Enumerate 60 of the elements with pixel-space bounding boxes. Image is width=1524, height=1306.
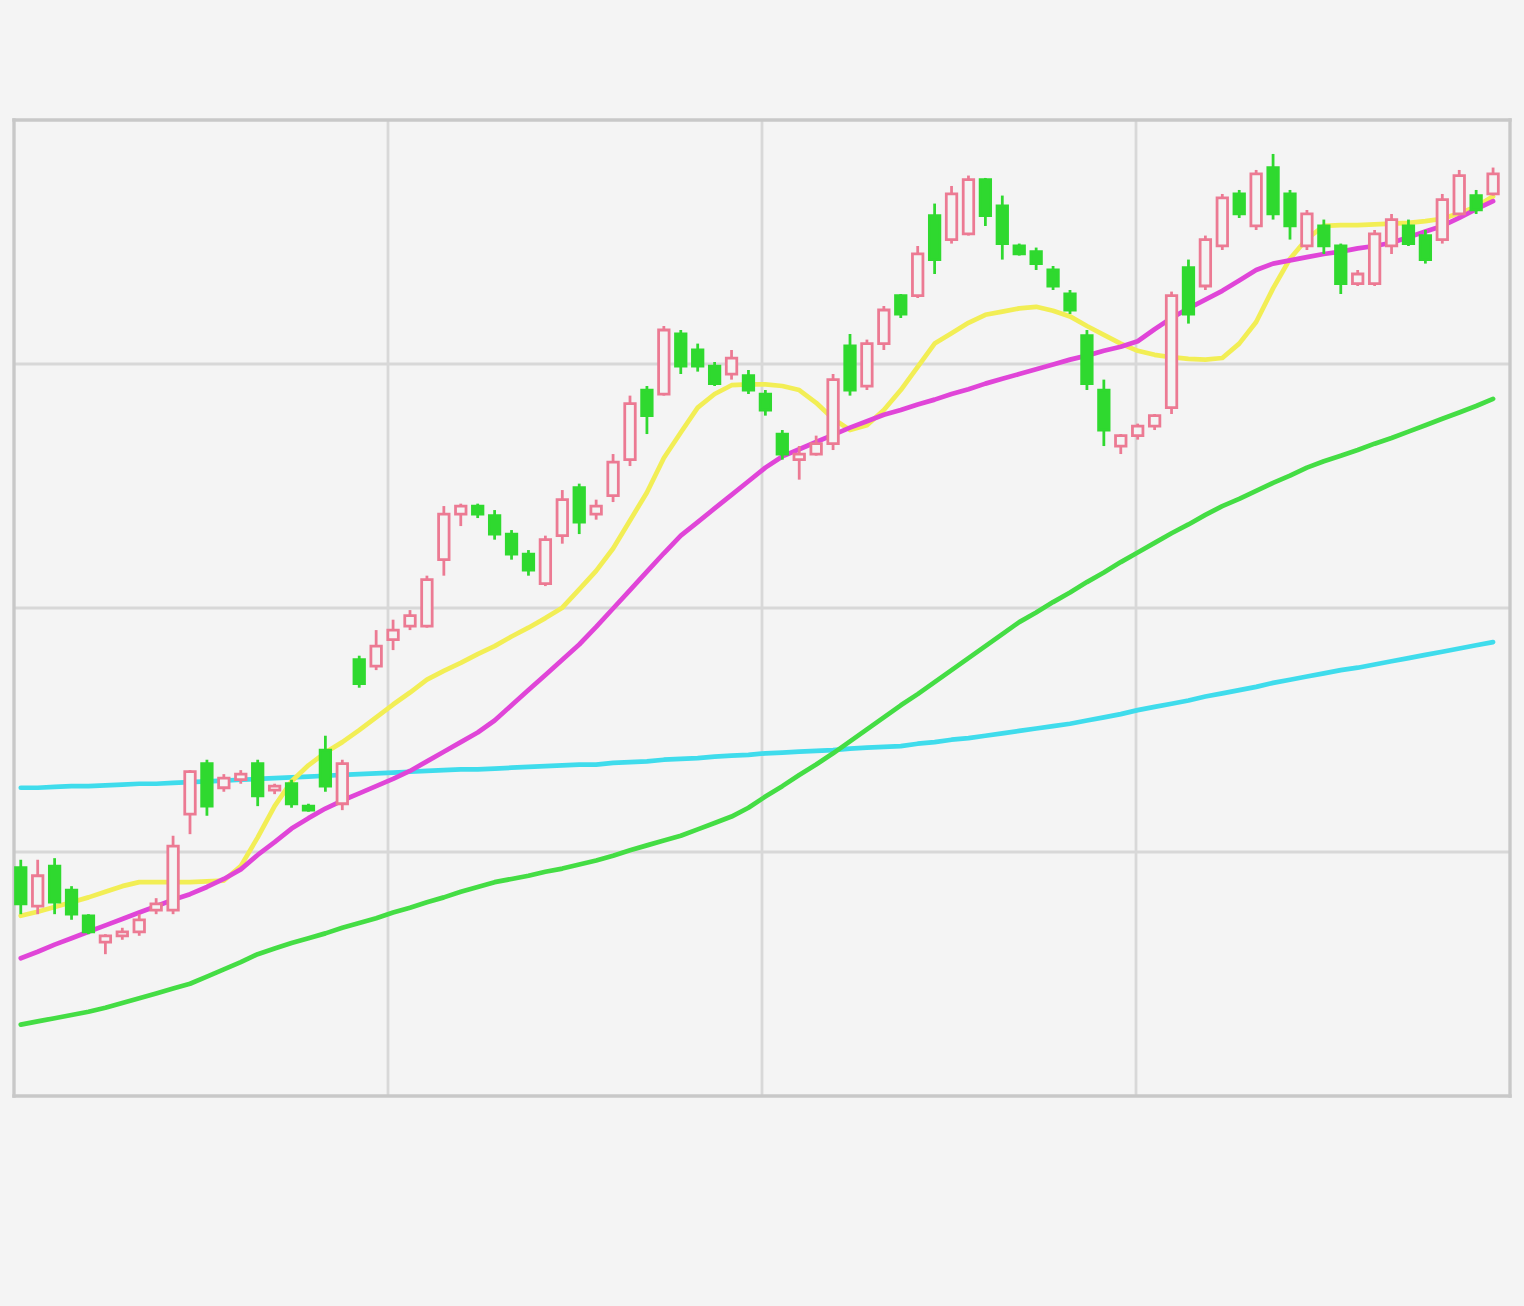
candlestick	[1232, 188, 1246, 220]
candlestick	[284, 778, 299, 810]
candlestick	[1029, 246, 1043, 272]
candlestick	[1334, 242, 1348, 296]
candlestick	[606, 452, 620, 504]
candlestick	[538, 534, 553, 588]
candlestick	[691, 342, 705, 374]
candlestick	[437, 504, 451, 578]
candlestick	[454, 502, 468, 528]
candlestick	[1452, 168, 1466, 217]
candlestick	[1114, 432, 1128, 456]
candlestick	[1418, 228, 1433, 265]
candlestick	[555, 488, 569, 546]
candlestick	[572, 482, 586, 536]
candlestick	[1063, 288, 1077, 316]
candlestick	[521, 548, 536, 578]
candlestick	[1486, 166, 1500, 197]
candlestick	[14, 858, 28, 916]
candlestick	[183, 768, 197, 836]
candlestick	[894, 292, 908, 320]
candlestick	[758, 388, 773, 418]
candlestick	[724, 348, 739, 382]
candlestick	[31, 858, 45, 916]
candlestick	[674, 328, 688, 376]
candlestick	[1469, 188, 1483, 216]
candlestick	[64, 884, 79, 922]
candlestick	[1198, 234, 1213, 292]
candlestick	[200, 758, 214, 818]
candlestick	[386, 618, 400, 652]
candlestick	[707, 360, 722, 388]
candlestick	[81, 912, 96, 936]
candlestick	[911, 244, 925, 300]
candlestick	[1097, 378, 1111, 448]
candlestick	[1384, 212, 1399, 256]
candlestick	[1435, 192, 1449, 245]
candlestick	[792, 444, 806, 482]
candlestick	[352, 654, 366, 690]
candlestick	[1181, 258, 1196, 325]
candlestick	[335, 758, 349, 812]
candlestick	[978, 176, 993, 228]
candlestick	[251, 758, 265, 808]
candlestick	[1401, 218, 1416, 248]
candlestick	[741, 368, 756, 396]
candlestick	[47, 856, 62, 916]
candlestick	[369, 628, 383, 672]
candlestick	[944, 184, 959, 245]
candlestick	[1046, 264, 1060, 292]
candlestick	[927, 202, 942, 276]
candlestick	[1317, 218, 1331, 256]
candlestick	[1300, 208, 1314, 252]
candlestick	[775, 428, 789, 462]
candlestick	[640, 384, 654, 436]
candlestick	[589, 498, 603, 522]
candlestick	[98, 932, 113, 956]
candlestick	[995, 194, 1009, 261]
candlestick	[318, 734, 333, 794]
candlestick	[504, 528, 519, 562]
candlestick	[487, 508, 502, 542]
candlestick	[132, 912, 146, 938]
candlestick	[843, 332, 857, 398]
